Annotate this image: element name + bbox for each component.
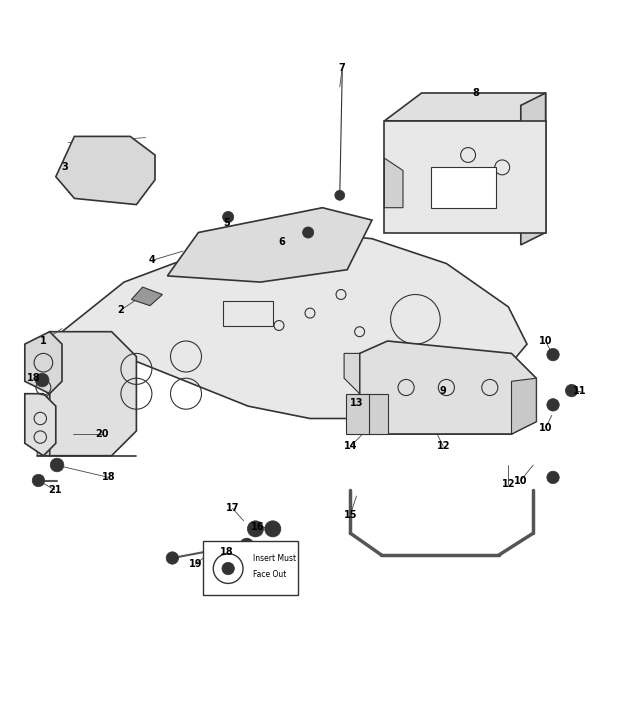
- Polygon shape: [50, 332, 136, 456]
- Text: 10: 10: [539, 423, 552, 433]
- Polygon shape: [384, 121, 546, 232]
- Polygon shape: [360, 341, 536, 434]
- Text: 20: 20: [95, 429, 109, 439]
- Text: 2: 2: [118, 305, 124, 315]
- Text: 21: 21: [48, 485, 61, 495]
- Text: 10: 10: [539, 336, 552, 346]
- Circle shape: [223, 212, 234, 222]
- Circle shape: [565, 384, 578, 397]
- Text: 6: 6: [279, 237, 285, 247]
- Text: 3: 3: [62, 163, 68, 173]
- Polygon shape: [62, 232, 527, 419]
- Circle shape: [222, 563, 234, 575]
- Polygon shape: [37, 394, 50, 443]
- Text: 4: 4: [149, 255, 155, 265]
- Polygon shape: [131, 287, 162, 306]
- Polygon shape: [363, 394, 388, 434]
- Text: 8: 8: [472, 88, 480, 98]
- Text: 12: 12: [436, 441, 450, 451]
- Text: Face Out: Face Out: [253, 570, 286, 579]
- Text: 18: 18: [219, 547, 233, 557]
- Polygon shape: [25, 394, 56, 456]
- Text: 11: 11: [573, 386, 587, 396]
- Text: 16: 16: [250, 522, 264, 532]
- Circle shape: [547, 349, 559, 361]
- Circle shape: [335, 190, 345, 200]
- Text: 1: 1: [40, 336, 46, 346]
- Circle shape: [166, 552, 179, 564]
- Text: 18: 18: [102, 473, 115, 483]
- Circle shape: [50, 458, 64, 472]
- Polygon shape: [346, 394, 369, 434]
- Text: 18: 18: [27, 373, 41, 383]
- Circle shape: [35, 373, 49, 387]
- Polygon shape: [384, 158, 403, 207]
- Polygon shape: [512, 378, 536, 434]
- Text: 13: 13: [350, 398, 363, 408]
- Polygon shape: [521, 93, 546, 245]
- Text: Insert Must: Insert Must: [253, 554, 296, 563]
- Text: ReplacementParts.com: ReplacementParts.com: [221, 364, 399, 379]
- Bar: [431, 168, 496, 207]
- Circle shape: [547, 399, 559, 411]
- Text: 14: 14: [343, 441, 357, 451]
- Text: 5: 5: [223, 218, 229, 228]
- Text: 12: 12: [502, 478, 515, 488]
- Circle shape: [265, 520, 281, 537]
- Circle shape: [240, 538, 254, 552]
- Text: 19: 19: [188, 559, 202, 569]
- Circle shape: [32, 474, 45, 487]
- Polygon shape: [344, 354, 360, 394]
- Polygon shape: [25, 332, 62, 394]
- Circle shape: [247, 520, 264, 537]
- FancyBboxPatch shape: [203, 541, 298, 595]
- Text: 9: 9: [440, 386, 446, 396]
- Polygon shape: [384, 93, 546, 121]
- Polygon shape: [167, 207, 372, 282]
- Polygon shape: [37, 394, 50, 456]
- Circle shape: [303, 227, 314, 238]
- Text: 15: 15: [343, 510, 357, 520]
- Polygon shape: [56, 136, 155, 205]
- Text: 17: 17: [226, 503, 239, 513]
- Circle shape: [547, 471, 559, 483]
- Text: 7: 7: [339, 63, 345, 73]
- Bar: [223, 301, 273, 326]
- Text: 10: 10: [514, 476, 528, 486]
